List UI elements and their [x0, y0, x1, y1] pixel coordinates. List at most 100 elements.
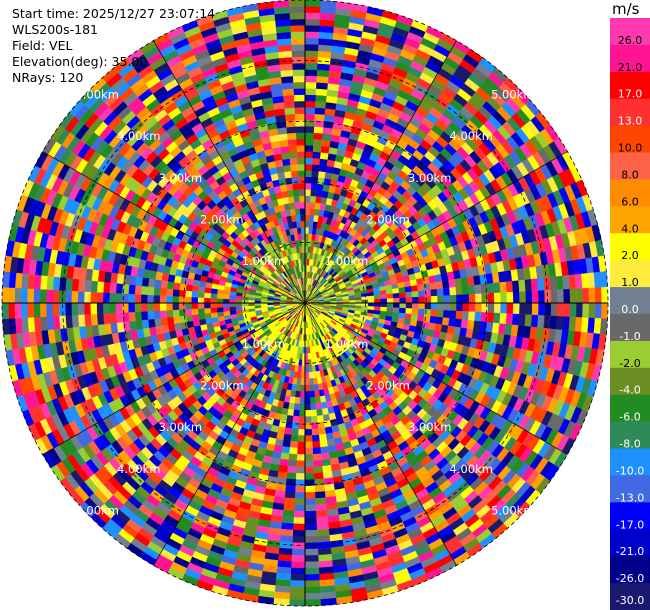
velocity-gate [499, 313, 507, 325]
velocity-gate [115, 302, 123, 314]
velocity-gate [314, 107, 326, 115]
velocity-gate [320, 446, 329, 454]
velocity-gate [77, 302, 85, 316]
velocity-gate [410, 314, 419, 321]
velocity-gate [304, 403, 311, 411]
velocity-gate [474, 311, 482, 322]
velocity-gate [289, 440, 298, 449]
velocity-gate [386, 302, 394, 308]
velocity-gate [235, 302, 243, 307]
velocity-gate [304, 517, 317, 525]
velocity-gate [290, 434, 299, 442]
velocity-gate [283, 433, 292, 442]
velocity-gate [191, 314, 200, 321]
velocity-gate [275, 579, 291, 587]
velocity-gate [537, 277, 545, 291]
velocity-gate [493, 302, 501, 314]
velocity-gate [165, 302, 173, 311]
velocity-gate [39, 288, 47, 304]
velocity-gate [318, 44, 333, 53]
velocity-gate [109, 292, 117, 304]
velocity-gate [96, 313, 105, 325]
velocity-gate [304, 397, 311, 405]
velocity-gate [128, 293, 135, 304]
velocity-gate [304, 25, 320, 33]
velocity-gate [311, 428, 320, 436]
velocity-gate [537, 315, 545, 329]
velocity-gate [294, 498, 306, 506]
velocity-gate [412, 302, 419, 310]
velocity-gate [197, 302, 205, 309]
velocity-gate [314, 484, 325, 493]
velocity-gate [304, 504, 317, 512]
velocity-gate [304, 529, 318, 537]
velocity-gate [90, 280, 98, 293]
velocity-gate [321, 133, 332, 142]
velocity-gate [317, 50, 332, 59]
velocity-gate [40, 275, 48, 290]
velocity-gate [474, 284, 482, 295]
velocity-gate [279, 535, 293, 543]
velocity-gate [315, 402, 322, 410]
velocity-gate [293, 517, 306, 525]
velocity-gates [1, 0, 609, 607]
velocity-gate [512, 313, 520, 326]
velocity-gate [20, 302, 28, 319]
velocity-gate [298, 410, 306, 417]
velocity-gate [33, 274, 42, 290]
velocity-gate [461, 311, 470, 321]
velocity-gate [500, 292, 508, 304]
velocity-gate [404, 286, 412, 293]
velocity-gate [310, 189, 318, 197]
velocity-gate [147, 310, 155, 320]
velocity-gate [462, 302, 470, 312]
velocity-gate [166, 316, 175, 325]
velocity-gate [304, 37, 320, 45]
velocity-gate [468, 293, 476, 304]
velocity-gate [216, 311, 225, 317]
velocity-gate [318, 560, 333, 568]
velocity-gate [185, 308, 193, 316]
velocity-gate [300, 378, 306, 386]
velocity-gate [568, 316, 577, 332]
velocity-gate [429, 282, 438, 290]
velocity-gate [412, 296, 419, 304]
velocity-gate [287, 408, 294, 417]
velocity-gate [312, 145, 322, 153]
velocity-gate [71, 302, 79, 316]
velocity-gate [308, 378, 314, 386]
velocity-gate [313, 138, 323, 147]
velocity-gate [304, 56, 319, 64]
velocity-gate [308, 371, 314, 379]
velocity-gate [84, 279, 92, 292]
velocity-gate [283, 503, 295, 512]
velocity-gate [304, 391, 311, 398]
velocity-gate [318, 31, 334, 40]
velocity-gate [468, 311, 476, 321]
velocity-gate [277, 553, 292, 562]
velocity-gate [65, 315, 73, 329]
velocity-gate [399, 302, 407, 309]
velocity-gate [456, 302, 463, 312]
velocity-gate [550, 289, 558, 304]
velocity-gate [468, 285, 476, 295]
velocity-gate [409, 279, 418, 287]
velocity-gate [525, 302, 533, 316]
velocity-gate [52, 302, 60, 317]
velocity-gate [304, 81, 317, 89]
velocity-gate [14, 302, 22, 319]
velocity-gate [210, 307, 218, 314]
velocity-gate [102, 302, 110, 314]
velocity-gate [304, 554, 319, 562]
velocity-gate [204, 312, 212, 319]
velocity-gate [165, 295, 173, 304]
velocity-gate [71, 278, 80, 292]
velocity-gate [291, 542, 306, 550]
velocity-gate [153, 294, 161, 304]
velocity-gate [506, 302, 514, 315]
velocity-gate [184, 302, 192, 310]
velocity-gate [109, 312, 117, 324]
velocity-gate [14, 287, 22, 304]
velocity-gate [304, 378, 310, 386]
velocity-gate [223, 310, 231, 317]
